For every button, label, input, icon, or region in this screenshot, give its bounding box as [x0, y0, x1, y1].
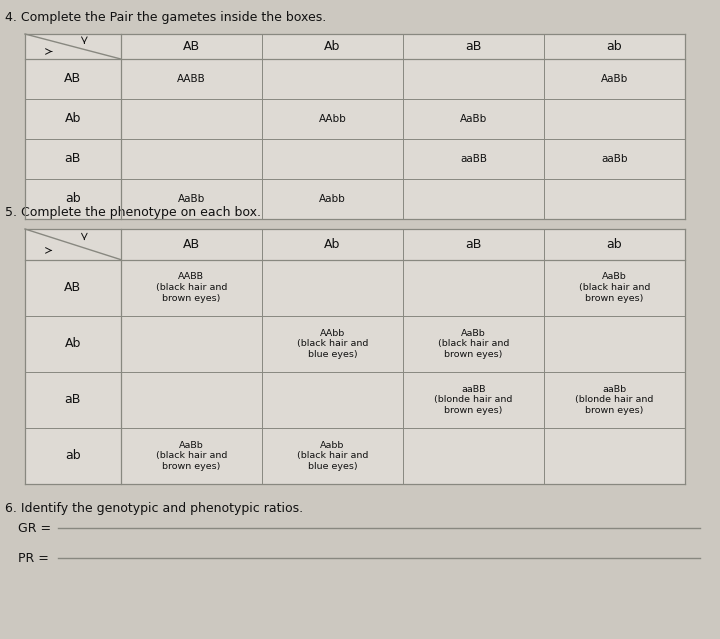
- Text: AB: AB: [183, 238, 199, 250]
- Bar: [544, 372, 685, 428]
- Text: AaBb: AaBb: [460, 114, 487, 124]
- Text: GR =: GR =: [18, 521, 55, 534]
- Text: AaBb
(black hair and
brown eyes): AaBb (black hair and brown eyes): [438, 328, 509, 359]
- Bar: [121, 428, 262, 484]
- Bar: [403, 34, 544, 59]
- Bar: [544, 179, 685, 219]
- Bar: [544, 59, 685, 99]
- Bar: [121, 259, 262, 316]
- Text: aaBb
(blonde hair and
brown eyes): aaBb (blonde hair and brown eyes): [575, 385, 654, 415]
- Bar: [262, 428, 403, 484]
- Bar: [262, 259, 403, 316]
- Bar: [25, 229, 121, 259]
- Bar: [121, 99, 262, 139]
- Bar: [544, 99, 685, 139]
- Bar: [25, 428, 121, 484]
- Text: ab: ab: [65, 192, 81, 206]
- Bar: [544, 34, 685, 59]
- Bar: [403, 179, 544, 219]
- Text: aaBB
(blonde hair and
brown eyes): aaBB (blonde hair and brown eyes): [434, 385, 513, 415]
- Text: aB: aB: [465, 238, 482, 250]
- Bar: [544, 316, 685, 372]
- Bar: [403, 372, 544, 428]
- Bar: [544, 428, 685, 484]
- Text: 6. Identify the genotypic and phenotypic ratios.: 6. Identify the genotypic and phenotypic…: [5, 502, 303, 515]
- Bar: [121, 59, 262, 99]
- Bar: [403, 99, 544, 139]
- Bar: [403, 316, 544, 372]
- Bar: [121, 34, 262, 59]
- Bar: [25, 139, 121, 179]
- Text: ab: ab: [65, 449, 81, 463]
- Text: Ab: Ab: [324, 238, 341, 250]
- Text: Aabb: Aabb: [319, 194, 346, 204]
- Bar: [262, 372, 403, 428]
- Bar: [403, 259, 544, 316]
- Bar: [544, 259, 685, 316]
- Text: AABB: AABB: [177, 74, 206, 84]
- Bar: [403, 139, 544, 179]
- Text: AAbb
(black hair and
blue eyes): AAbb (black hair and blue eyes): [297, 328, 368, 359]
- Bar: [262, 179, 403, 219]
- Text: aB: aB: [465, 40, 482, 53]
- Bar: [262, 229, 403, 259]
- Text: Ab: Ab: [65, 112, 81, 125]
- Bar: [262, 139, 403, 179]
- Text: AaBb
(black hair and
brown eyes): AaBb (black hair and brown eyes): [156, 441, 227, 471]
- Text: Ab: Ab: [324, 40, 341, 53]
- Text: 4. Complete the Pair the gametes inside the boxes.: 4. Complete the Pair the gametes inside …: [5, 11, 326, 24]
- Text: AaBb
(black hair and
brown eyes): AaBb (black hair and brown eyes): [579, 272, 650, 303]
- Bar: [262, 99, 403, 139]
- Text: aaBb: aaBb: [601, 154, 628, 164]
- Text: PR =: PR =: [18, 551, 53, 564]
- Bar: [121, 229, 262, 259]
- Text: aB: aB: [65, 153, 81, 166]
- Bar: [544, 229, 685, 259]
- Text: ab: ab: [607, 40, 622, 53]
- Text: AaBb: AaBb: [178, 194, 205, 204]
- Bar: [262, 34, 403, 59]
- Text: AABB
(black hair and
brown eyes): AABB (black hair and brown eyes): [156, 272, 227, 303]
- Bar: [121, 316, 262, 372]
- Text: ab: ab: [607, 238, 622, 250]
- Text: AB: AB: [64, 72, 81, 86]
- Text: Aabb
(black hair and
blue eyes): Aabb (black hair and blue eyes): [297, 441, 368, 471]
- Text: aB: aB: [65, 394, 81, 406]
- Text: AaBb: AaBb: [600, 74, 628, 84]
- Text: Ab: Ab: [65, 337, 81, 350]
- Bar: [262, 316, 403, 372]
- Text: 5. Complete the phenotype on each box.: 5. Complete the phenotype on each box.: [5, 206, 261, 219]
- Bar: [121, 139, 262, 179]
- Bar: [25, 259, 121, 316]
- Bar: [25, 179, 121, 219]
- Text: AB: AB: [64, 281, 81, 294]
- Bar: [121, 179, 262, 219]
- Bar: [262, 59, 403, 99]
- Text: aaBB: aaBB: [460, 154, 487, 164]
- Text: AAbb: AAbb: [318, 114, 346, 124]
- Bar: [25, 372, 121, 428]
- Bar: [544, 139, 685, 179]
- Text: AB: AB: [183, 40, 199, 53]
- Bar: [25, 59, 121, 99]
- Bar: [121, 372, 262, 428]
- Bar: [403, 428, 544, 484]
- Bar: [403, 229, 544, 259]
- Bar: [25, 99, 121, 139]
- Bar: [25, 316, 121, 372]
- Bar: [25, 34, 121, 59]
- Bar: [403, 59, 544, 99]
